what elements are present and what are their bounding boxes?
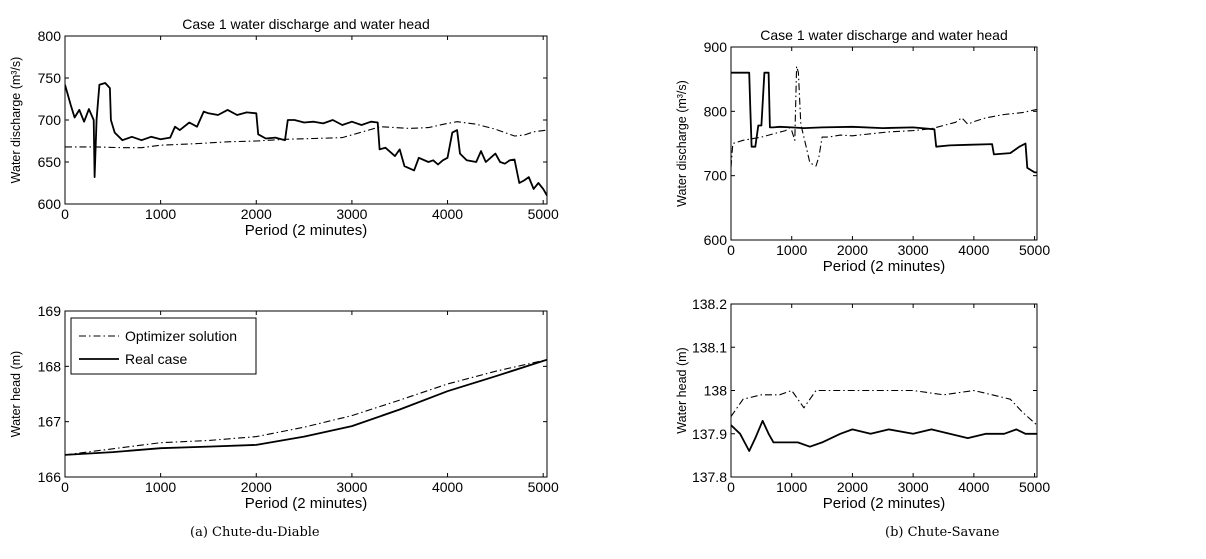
chart-a-top: 0 1000 2000 3000 4000 5000 600 650 700 750 800 Case… — [9, 16, 559, 239]
x-tick-label: 4000 — [432, 479, 463, 495]
chart-b-top: 0 1000 2000 3000 4000 5000 600 700 800 900 Case 1 … — [675, 27, 1050, 275]
x-tick-label: 2000 — [837, 479, 868, 495]
x-axis-label: Period (2 minutes) — [245, 495, 368, 512]
x-tick-label: 2000 — [241, 479, 272, 495]
series-line-solid — [731, 419, 1037, 452]
y-tick-label: 168 — [38, 358, 62, 374]
y-tick-label: 137.8 — [692, 469, 727, 485]
x-tick-label: 4000 — [958, 479, 989, 495]
y-tick-label: 700 — [704, 168, 728, 184]
series-line-dashdot — [731, 389, 1037, 426]
y-axis-label: Water discharge (m³/s) — [675, 80, 689, 207]
chart-a-bottom: 0 1000 2000 3000 4000 5000 166 167 168 169 Period … — [9, 303, 559, 512]
x-tick-label: 5000 — [528, 206, 559, 222]
legend-box — [70, 317, 257, 375]
plot-frame — [64, 310, 548, 478]
plot-frame — [64, 35, 548, 205]
y-tick-label: 138 — [704, 383, 728, 399]
x-tick-label: 0 — [727, 479, 735, 495]
series-line-dashdot — [65, 359, 547, 456]
y-axis-label: Water head (m) — [675, 347, 689, 433]
y-tick-label: 167 — [38, 414, 62, 430]
y-tick-label: 600 — [704, 232, 728, 248]
x-tick-label: 5000 — [1019, 242, 1050, 258]
series-line-dashdot — [731, 65, 1037, 168]
x-tick-label: 4000 — [958, 242, 989, 258]
y-tick-label: 700 — [38, 112, 62, 128]
x-tick-label: 3000 — [336, 479, 367, 495]
x-axis-label: Period (2 minutes) — [823, 495, 946, 512]
legend-label: Real case — [125, 351, 187, 367]
x-tick-label: 0 — [61, 206, 69, 222]
y-tick-label: 800 — [38, 28, 62, 44]
y-tick-label: 600 — [38, 196, 62, 212]
legend-label: Optimizer solution — [125, 328, 237, 344]
x-axis-label: Period (2 minutes) — [823, 258, 946, 275]
x-tick-label: 0 — [727, 242, 735, 258]
x-tick-label: 1000 — [145, 479, 176, 495]
x-axis-label: Period (2 minutes) — [245, 222, 368, 239]
x-tick-label: 5000 — [1019, 479, 1050, 495]
y-tick-label: 169 — [38, 303, 62, 319]
x-tick-label: 1000 — [145, 206, 176, 222]
y-tick-label: 900 — [704, 39, 728, 55]
plot-frame — [730, 46, 1038, 241]
y-axis-label: Water head (m) — [9, 351, 23, 437]
y-tick-label: 137.9 — [692, 426, 727, 442]
x-tick-label: 2000 — [241, 206, 272, 222]
y-tick-label: 800 — [704, 103, 728, 119]
x-tick-label: 3000 — [336, 206, 367, 222]
y-tick-label: 138.1 — [692, 339, 727, 355]
series-line-solid — [731, 71, 1037, 174]
x-tick-label: 3000 — [898, 242, 929, 258]
caption-chute-savane: (b) Chute-Savane — [885, 525, 1000, 540]
series-line-solid — [65, 358, 547, 456]
x-tick-label: 1000 — [776, 242, 807, 258]
series-line-solid — [65, 82, 547, 197]
chart-title: Case 1 water discharge and water head — [182, 16, 429, 32]
caption-chute-du-diable: (a) Chute-du-Diable — [190, 525, 320, 540]
x-tick-label: 5000 — [528, 479, 559, 495]
plot-frame — [730, 303, 1038, 478]
x-tick-label: 1000 — [776, 479, 807, 495]
x-tick-label: 4000 — [432, 206, 463, 222]
x-tick-label: 0 — [61, 479, 69, 495]
y-tick-label: 166 — [38, 469, 62, 485]
chart-title: Case 1 water discharge and water head — [760, 27, 1007, 43]
y-tick-label: 138.2 — [692, 296, 727, 312]
y-axis-label: Water discharge (m³/s) — [9, 57, 23, 184]
series-line-dashdot — [65, 121, 547, 149]
chart-b-bottom: 0 1000 2000 3000 4000 5000 137.8 137.9 138 138.1 1… — [675, 296, 1050, 512]
x-tick-label: 3000 — [898, 479, 929, 495]
y-tick-label: 650 — [38, 154, 62, 170]
x-tick-label: 2000 — [837, 242, 868, 258]
y-tick-label: 750 — [38, 70, 62, 86]
